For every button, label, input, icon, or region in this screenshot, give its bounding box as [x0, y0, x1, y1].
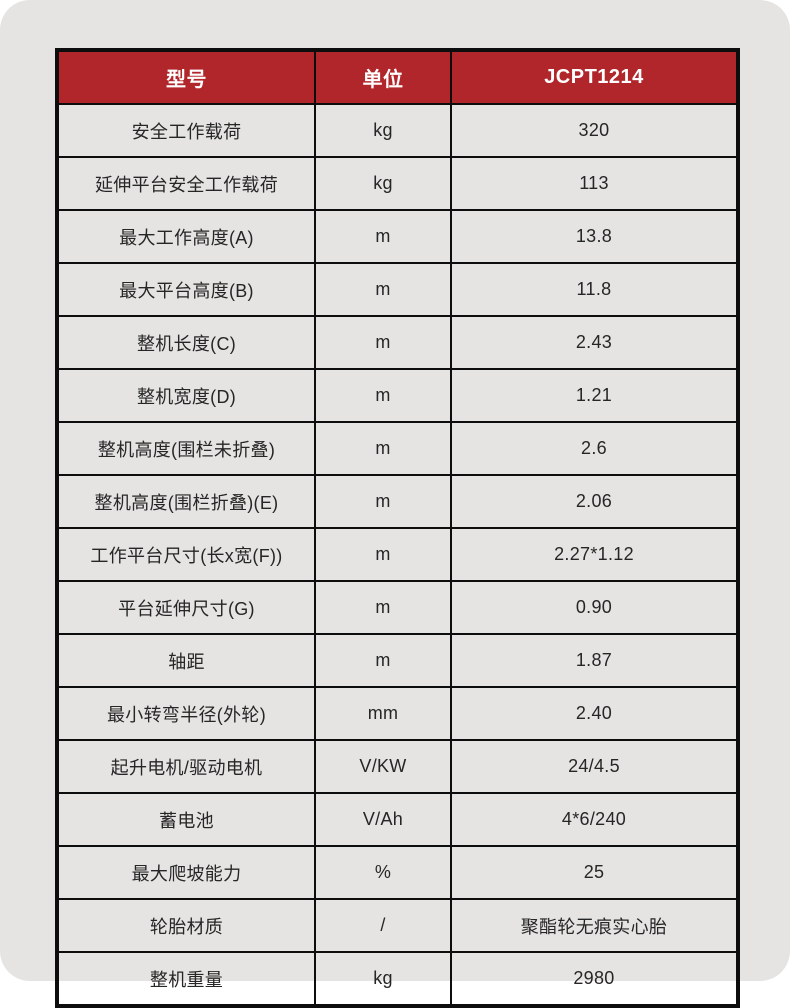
- spec-table-body: 安全工作载荷 kg 320 延伸平台安全工作载荷 kg 113 最大工作高度(A…: [56, 103, 739, 1007]
- header-cell-model: 型号: [56, 49, 316, 105]
- spec-value-cell: 13.8: [450, 209, 739, 264]
- spec-unit-cell: m: [314, 474, 452, 529]
- spec-row: 起升电机/驱动电机 V/KW 24/4.5: [56, 739, 739, 794]
- spec-row: 蓄电池 V/Ah 4*6/240: [56, 792, 739, 847]
- spec-row: 整机重量 kg 2980: [56, 951, 739, 1007]
- spec-row: 最大工作高度(A) m 13.8: [56, 209, 739, 264]
- header-cell-unit: 单位: [314, 49, 452, 105]
- spec-row: 轴距 m 1.87: [56, 633, 739, 688]
- spec-label-cell: 安全工作载荷: [56, 103, 316, 158]
- spec-label-cell: 最大工作高度(A): [56, 209, 316, 264]
- spec-unit-cell: kg: [314, 156, 452, 211]
- spec-unit-cell: m: [314, 580, 452, 635]
- header-cell-value: JCPT1214: [450, 49, 739, 105]
- spec-value-cell: 113: [450, 156, 739, 211]
- spec-unit-cell: mm: [314, 686, 452, 741]
- spec-value-cell: 1.21: [450, 368, 739, 423]
- spec-row: 工作平台尺寸(长x宽(F)) m 2.27*1.12: [56, 527, 739, 582]
- spec-unit-cell: m: [314, 209, 452, 264]
- spec-label-cell: 整机高度(围栏未折叠): [56, 421, 316, 476]
- spec-value-cell: 2.43: [450, 315, 739, 370]
- spec-label-cell: 整机宽度(D): [56, 368, 316, 423]
- spec-unit-cell: m: [314, 421, 452, 476]
- spec-label-cell: 整机长度(C): [56, 315, 316, 370]
- spec-table-header: 型号 单位 JCPT1214: [56, 49, 739, 105]
- spec-label-cell: 工作平台尺寸(长x宽(F)): [56, 527, 316, 582]
- spec-value-cell: 320: [450, 103, 739, 158]
- spec-unit-cell: V/Ah: [314, 792, 452, 847]
- spec-unit-cell: m: [314, 527, 452, 582]
- spec-value-cell: 2980: [450, 951, 739, 1007]
- spec-label-cell: 轴距: [56, 633, 316, 688]
- spec-row: 最大爬坡能力 % 25: [56, 845, 739, 900]
- spec-value-cell: 25: [450, 845, 739, 900]
- spec-row: 整机高度(围栏未折叠) m 2.6: [56, 421, 739, 476]
- spec-value-cell: 4*6/240: [450, 792, 739, 847]
- spec-value-cell: 11.8: [450, 262, 739, 317]
- spec-label-cell: 轮胎材质: [56, 898, 316, 953]
- spec-unit-cell: kg: [314, 951, 452, 1007]
- spec-unit-cell: m: [314, 368, 452, 423]
- spec-label-cell: 起升电机/驱动电机: [56, 739, 316, 794]
- spec-row: 最大平台高度(B) m 11.8: [56, 262, 739, 317]
- spec-row: 整机高度(围栏折叠)(E) m 2.06: [56, 474, 739, 529]
- spec-row: 延伸平台安全工作载荷 kg 113: [56, 156, 739, 211]
- spec-label-cell: 最大爬坡能力: [56, 845, 316, 900]
- spec-row: 整机长度(C) m 2.43: [56, 315, 739, 370]
- spec-unit-cell: %: [314, 845, 452, 900]
- spec-label-cell: 蓄电池: [56, 792, 316, 847]
- spec-value-cell: 2.6: [450, 421, 739, 476]
- spec-table: 型号 单位 JCPT1214 安全工作载荷 kg 320 延伸平台安全工作载荷 …: [55, 48, 740, 1008]
- spec-unit-cell: V/KW: [314, 739, 452, 794]
- header-row: 型号 单位 JCPT1214: [56, 49, 739, 105]
- spec-value-cell: 24/4.5: [450, 739, 739, 794]
- spec-unit-cell: m: [314, 262, 452, 317]
- spec-value-cell: 2.40: [450, 686, 739, 741]
- spec-value-cell: 1.87: [450, 633, 739, 688]
- spec-value-cell: 2.27*1.12: [450, 527, 739, 582]
- spec-value-cell: 0.90: [450, 580, 739, 635]
- spec-value-cell: 聚酯轮无痕实心胎: [450, 898, 739, 953]
- spec-unit-cell: kg: [314, 103, 452, 158]
- spec-label-cell: 整机高度(围栏折叠)(E): [56, 474, 316, 529]
- spec-label-cell: 整机重量: [56, 951, 316, 1007]
- spec-row: 平台延伸尺寸(G) m 0.90: [56, 580, 739, 635]
- spec-row: 轮胎材质 / 聚酯轮无痕实心胎: [56, 898, 739, 953]
- spec-unit-cell: m: [314, 315, 452, 370]
- spec-label-cell: 延伸平台安全工作载荷: [56, 156, 316, 211]
- spec-value-cell: 2.06: [450, 474, 739, 529]
- spec-label-cell: 最大平台高度(B): [56, 262, 316, 317]
- spec-label-cell: 最小转弯半径(外轮): [56, 686, 316, 741]
- spec-unit-cell: /: [314, 898, 452, 953]
- spec-row: 整机宽度(D) m 1.21: [56, 368, 739, 423]
- spec-label-cell: 平台延伸尺寸(G): [56, 580, 316, 635]
- spec-unit-cell: m: [314, 633, 452, 688]
- spec-row: 最小转弯半径(外轮) mm 2.40: [56, 686, 739, 741]
- spec-row: 安全工作载荷 kg 320: [56, 103, 739, 158]
